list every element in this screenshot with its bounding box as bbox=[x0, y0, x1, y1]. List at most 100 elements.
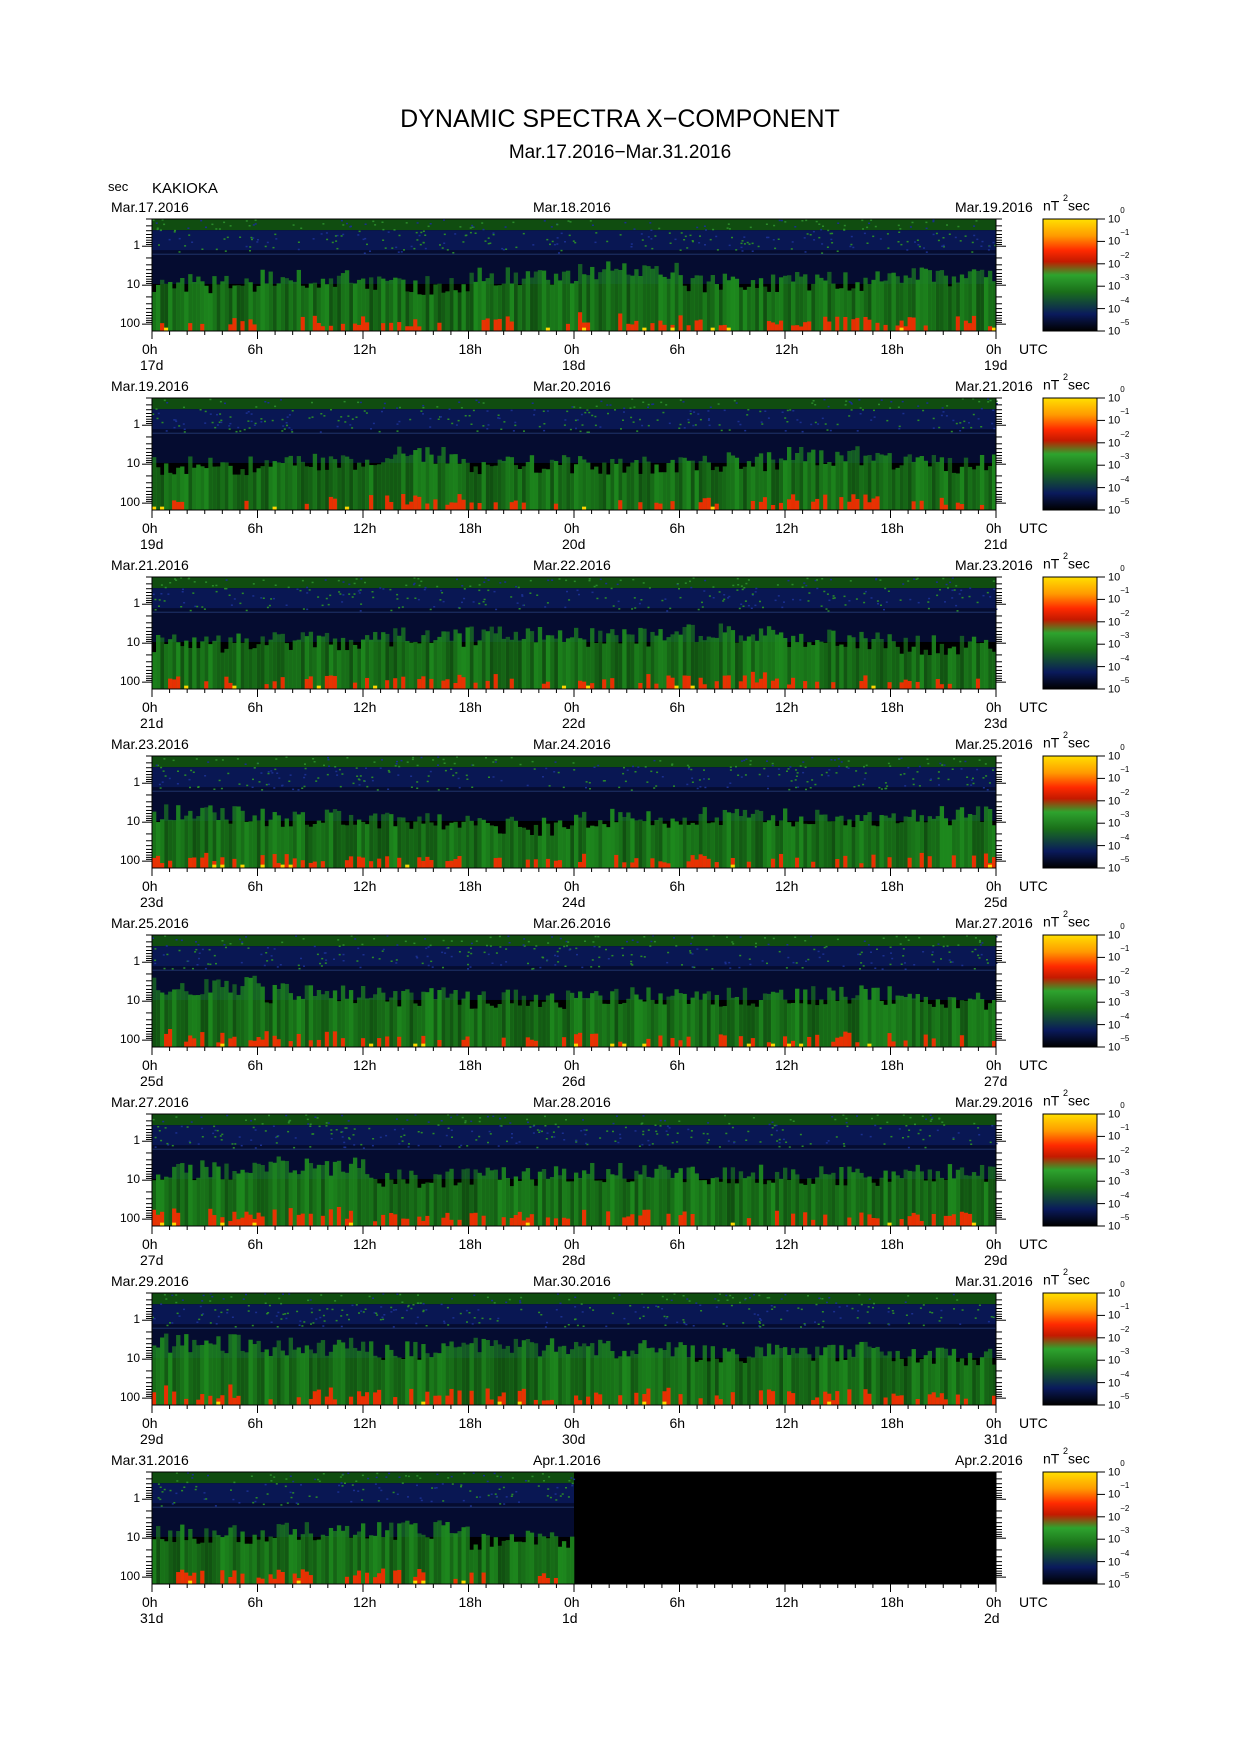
speckle bbox=[631, 939, 634, 941]
activity-column bbox=[429, 294, 434, 331]
speckle bbox=[164, 586, 167, 589]
speckle bbox=[358, 592, 361, 594]
speckle bbox=[264, 1130, 267, 1132]
activity-column bbox=[911, 1171, 916, 1226]
activity-column bbox=[228, 992, 233, 1047]
speckle bbox=[565, 579, 568, 582]
speckle bbox=[382, 588, 385, 590]
activity-column bbox=[397, 635, 402, 689]
activity-column bbox=[381, 462, 386, 510]
activity-column bbox=[718, 825, 724, 868]
speckle bbox=[245, 245, 248, 248]
high-power-burst bbox=[276, 863, 281, 868]
activity-column bbox=[722, 466, 728, 510]
peak-power-burst bbox=[316, 685, 322, 689]
speckle bbox=[843, 1145, 846, 1147]
high-power-burst bbox=[296, 1033, 302, 1047]
speckle bbox=[937, 239, 940, 242]
activity-column bbox=[855, 1168, 860, 1226]
speckle bbox=[666, 1316, 669, 1318]
speckle bbox=[811, 779, 814, 781]
activity-column bbox=[626, 812, 631, 868]
speckle bbox=[161, 219, 164, 221]
speckle bbox=[952, 1136, 955, 1139]
speckle bbox=[866, 226, 869, 229]
high-power-burst bbox=[875, 1218, 880, 1226]
speckle bbox=[831, 232, 834, 235]
speckle bbox=[237, 426, 240, 429]
peak-power-burst bbox=[240, 864, 245, 868]
speckle bbox=[827, 1140, 830, 1142]
speckle bbox=[446, 1306, 449, 1309]
activity-column bbox=[288, 280, 293, 331]
speckle bbox=[519, 1300, 522, 1302]
speckle bbox=[223, 944, 226, 946]
speckle bbox=[366, 243, 368, 246]
high-power-burst bbox=[348, 1396, 354, 1405]
activity-column bbox=[529, 631, 535, 689]
speckle bbox=[922, 951, 925, 953]
speckle bbox=[163, 1294, 166, 1296]
speckle bbox=[848, 415, 851, 417]
speckle bbox=[189, 1141, 192, 1144]
speckle bbox=[588, 579, 591, 582]
speckle bbox=[330, 1133, 333, 1135]
activity-column bbox=[911, 998, 916, 1047]
speckle bbox=[747, 409, 750, 411]
speckle bbox=[724, 961, 727, 964]
speckle bbox=[334, 766, 337, 768]
speckle bbox=[855, 598, 858, 600]
speckle bbox=[859, 953, 862, 956]
high-power-burst bbox=[907, 317, 912, 331]
speckle bbox=[401, 1301, 404, 1303]
speckle bbox=[203, 608, 206, 610]
activity-column bbox=[594, 991, 599, 1047]
activity-column bbox=[835, 1361, 840, 1405]
activity-column bbox=[204, 1340, 209, 1405]
speckle bbox=[870, 962, 873, 964]
high-power-burst bbox=[955, 316, 961, 331]
activity-column bbox=[152, 291, 157, 331]
speckle bbox=[554, 1123, 557, 1126]
activity-column bbox=[493, 465, 498, 510]
high-power-burst bbox=[618, 500, 623, 510]
speckle bbox=[837, 758, 840, 760]
activity-column bbox=[694, 824, 699, 868]
speckle bbox=[497, 1145, 500, 1147]
speckle bbox=[549, 243, 551, 246]
high-power-burst bbox=[939, 497, 945, 510]
speckle bbox=[749, 763, 752, 766]
speckle bbox=[704, 786, 707, 789]
speckle bbox=[955, 604, 958, 607]
activity-column bbox=[618, 458, 623, 510]
speckle bbox=[417, 1144, 420, 1147]
high-power-burst bbox=[501, 1392, 506, 1405]
speckle bbox=[652, 935, 655, 937]
speckle bbox=[623, 766, 625, 769]
activity-column bbox=[168, 281, 173, 331]
activity-column bbox=[614, 463, 619, 510]
activity-column bbox=[626, 466, 631, 510]
high-power-burst bbox=[340, 323, 346, 331]
speckle bbox=[326, 238, 329, 241]
high-power-burst bbox=[397, 322, 402, 331]
activity-column bbox=[280, 826, 285, 868]
speckle bbox=[725, 1132, 728, 1135]
speckle bbox=[591, 224, 594, 226]
speckle bbox=[536, 1146, 539, 1149]
activity-column bbox=[373, 1178, 378, 1226]
high-power-burst bbox=[586, 322, 591, 331]
speckle bbox=[412, 1304, 415, 1306]
speckle bbox=[802, 771, 805, 774]
activity-column bbox=[533, 271, 539, 331]
speckle bbox=[878, 786, 881, 789]
activity-column bbox=[545, 469, 551, 510]
speckle bbox=[518, 608, 521, 610]
speckle bbox=[791, 241, 794, 243]
activity-column bbox=[734, 1183, 740, 1226]
speckle bbox=[640, 599, 643, 601]
activity-column bbox=[915, 994, 920, 1047]
activity-column bbox=[529, 1179, 535, 1226]
speckle bbox=[253, 1118, 256, 1121]
speckle bbox=[467, 963, 469, 966]
